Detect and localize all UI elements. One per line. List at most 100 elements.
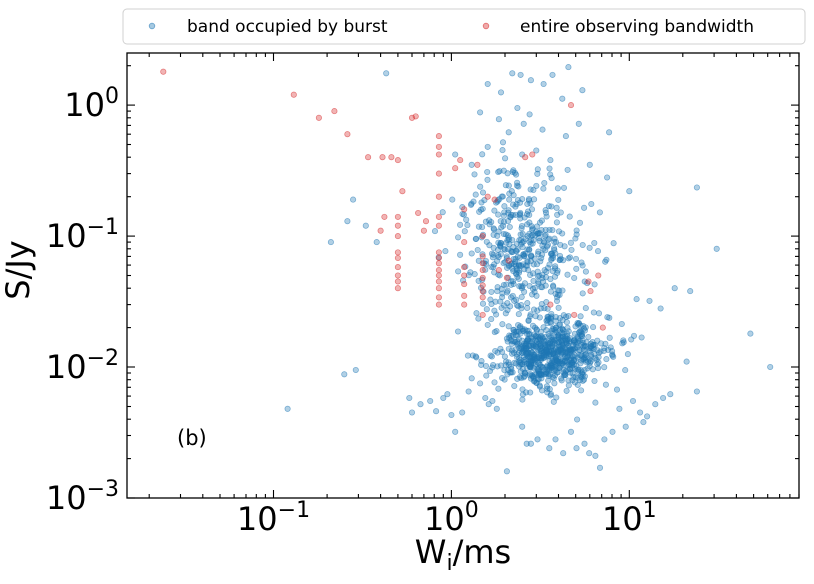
- point-burst-band: [588, 343, 595, 350]
- point-burst-band: [552, 436, 559, 443]
- point-burst-band: [508, 365, 515, 372]
- point-entire-bandwidth: [399, 188, 406, 195]
- point-burst-band: [504, 287, 511, 294]
- point-burst-band: [767, 363, 774, 371]
- point-burst-band: [444, 391, 451, 398]
- point-burst-band: [500, 230, 507, 238]
- point-entire-bandwidth: [381, 213, 388, 220]
- point-burst-band: [526, 246, 533, 253]
- point-entire-bandwidth: [394, 213, 401, 220]
- point-burst-band: [520, 120, 527, 127]
- x-tick-label: 101: [602, 498, 657, 538]
- point-burst-band: [622, 423, 629, 430]
- point-burst-band: [541, 349, 548, 356]
- point-burst-band: [534, 436, 541, 443]
- point-burst-band: [508, 247, 515, 254]
- point-burst-band: [524, 304, 531, 312]
- point-burst-band: [530, 261, 537, 268]
- point-burst-band: [552, 263, 559, 270]
- point-burst-band: [528, 206, 536, 213]
- point-burst-band: [535, 278, 542, 285]
- point-burst-band: [563, 332, 570, 340]
- point-burst-band: [502, 310, 509, 317]
- point-burst-band: [507, 260, 515, 267]
- point-burst-band: [509, 211, 516, 219]
- point-burst-band: [509, 292, 516, 299]
- point-burst-band: [503, 281, 510, 288]
- point-burst-band: [524, 349, 531, 356]
- point-burst-band: [520, 253, 527, 260]
- point-burst-band: [463, 216, 470, 223]
- point-entire-bandwidth: [394, 264, 401, 271]
- point-burst-band: [554, 351, 561, 358]
- point-burst-band: [533, 341, 540, 348]
- point-burst-band: [586, 161, 593, 168]
- point-burst-band: [541, 179, 548, 187]
- point-burst-band: [521, 288, 528, 295]
- point-burst-band: [506, 223, 513, 231]
- point-burst-band: [514, 182, 521, 189]
- point-burst-band: [552, 314, 559, 321]
- point-burst-band: [501, 367, 508, 374]
- point-burst-band: [588, 200, 595, 208]
- point-burst-band: [565, 382, 572, 389]
- point-burst-band: [495, 385, 502, 392]
- point-burst-band: [574, 416, 581, 423]
- point-entire-bandwidth: [435, 143, 442, 150]
- point-burst-band: [579, 290, 586, 297]
- point-burst-band: [563, 387, 570, 394]
- point-burst-band: [526, 331, 533, 338]
- point-entire-bandwidth: [435, 272, 442, 279]
- point-burst-band: [652, 401, 659, 408]
- point-burst-band: [554, 269, 561, 276]
- point-burst-band: [537, 258, 544, 265]
- point-entire-bandwidth: [394, 157, 401, 164]
- point-burst-band: [517, 231, 524, 238]
- point-entire-bandwidth: [435, 254, 442, 262]
- legend-label-entire-bandwidth: entire observing bandwidth: [520, 17, 754, 37]
- point-burst-band: [468, 200, 475, 207]
- point-burst-band: [567, 428, 575, 435]
- point-burst-band: [514, 104, 521, 112]
- point-burst-band: [327, 239, 334, 246]
- point-entire-bandwidth: [435, 260, 442, 267]
- point-burst-band: [482, 394, 489, 402]
- point-burst-band: [477, 183, 484, 190]
- point-burst-band: [566, 213, 573, 220]
- point-burst-band: [602, 381, 609, 388]
- point-burst-band: [515, 349, 523, 356]
- point-entire-bandwidth: [394, 285, 401, 292]
- point-burst-band: [660, 394, 667, 402]
- point-burst-band: [505, 129, 512, 136]
- point-entire-bandwidth: [435, 267, 442, 274]
- point-entire-bandwidth: [599, 324, 606, 331]
- point-burst-band: [638, 334, 645, 341]
- point-burst-band: [542, 274, 550, 281]
- point-burst-band: [657, 305, 664, 312]
- point-entire-bandwidth: [461, 206, 468, 213]
- point-burst-band: [478, 361, 485, 368]
- point-burst-band: [431, 228, 439, 235]
- point-burst-band: [567, 239, 574, 246]
- point-burst-band: [490, 251, 497, 258]
- point-burst-band: [555, 228, 563, 235]
- point-burst-band: [527, 77, 534, 84]
- point-entire-bandwidth: [394, 249, 401, 256]
- point-burst-band: [505, 323, 512, 330]
- point-burst-band: [601, 364, 608, 371]
- point-burst-band: [586, 244, 593, 251]
- point-burst-band: [501, 376, 508, 383]
- point-burst-band: [501, 245, 508, 252]
- point-burst-band: [637, 409, 644, 416]
- point-burst-band: [579, 241, 586, 249]
- point-entire-bandwidth: [435, 193, 442, 200]
- point-burst-band: [521, 280, 528, 287]
- point-entire-bandwidth: [479, 311, 486, 318]
- point-burst-band: [439, 209, 446, 216]
- point-burst-band: [525, 337, 532, 344]
- point-burst-band: [455, 268, 462, 275]
- point-entire-bandwidth: [495, 267, 502, 274]
- point-burst-band: [503, 335, 510, 342]
- point-entire-bandwidth: [435, 213, 442, 220]
